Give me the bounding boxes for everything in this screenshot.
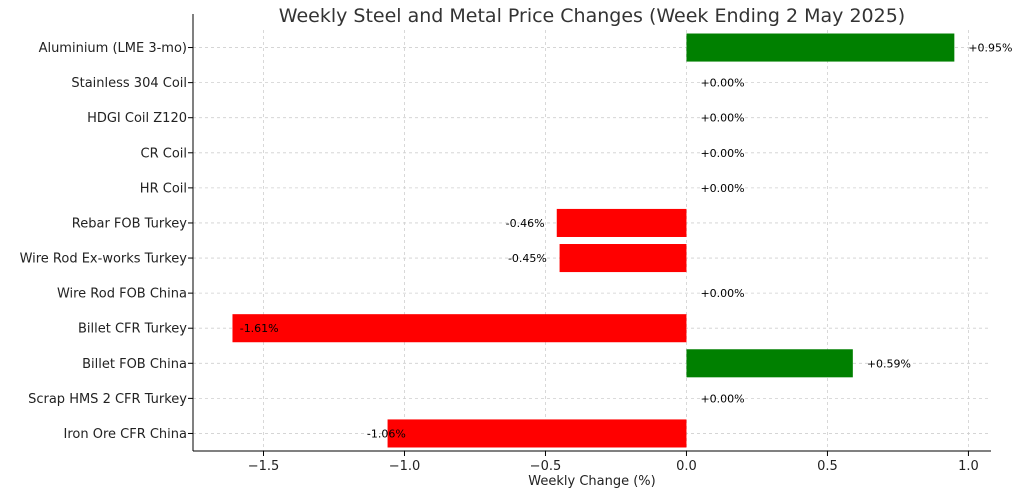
axes: −1.5 −1.0 −0.5 0.0 0.5 1.0	[188, 14, 991, 474]
data-label: -1.61%	[240, 322, 279, 335]
data-label: -0.46%	[506, 217, 545, 230]
data-label: +0.00%	[700, 182, 744, 195]
x-tick-label: −1.5	[248, 459, 280, 474]
category-label: Billet FOB China	[82, 357, 187, 372]
x-tick-label: 0.0	[676, 459, 697, 474]
labels: Aluminium (LME 3-mo) Stainless 304 Coil HD…	[20, 41, 1013, 442]
x-tick-label: 1.0	[958, 459, 979, 474]
data-label: +0.00%	[700, 147, 744, 160]
x-tick-label: −1.0	[389, 459, 421, 474]
data-label: +0.00%	[700, 112, 744, 125]
category-label: HDGI Coil Z120	[87, 111, 187, 126]
category-label: Wire Rod FOB China	[57, 287, 187, 302]
category-label: Rebar FOB Turkey	[72, 216, 188, 231]
category-label: HR Coil	[140, 181, 187, 196]
grid	[193, 30, 991, 451]
data-label: +0.00%	[700, 392, 744, 405]
bar	[232, 314, 687, 343]
category-label: CR Coil	[141, 146, 188, 161]
x-tick-label: 0.5	[817, 459, 838, 474]
bar	[686, 33, 955, 62]
data-label: +0.00%	[700, 287, 744, 300]
bar	[686, 349, 853, 378]
category-label: Stainless 304 Coil	[71, 76, 187, 91]
bars	[232, 33, 955, 448]
data-label: +0.00%	[700, 77, 744, 90]
x-axis-label: Weekly Change (%)	[528, 474, 655, 489]
data-label: -1.06%	[367, 427, 406, 440]
x-tick-label: −0.5	[530, 459, 562, 474]
category-label: Billet CFR Turkey	[78, 322, 187, 337]
data-label: +0.59%	[867, 357, 911, 370]
category-label: Wire Rod Ex-works Turkey	[20, 252, 188, 267]
data-label: -0.45%	[508, 252, 547, 265]
data-label: +0.95%	[968, 42, 1012, 55]
bar	[387, 419, 687, 448]
category-label: Aluminium (LME 3-mo)	[39, 41, 187, 56]
bar	[556, 208, 687, 237]
category-label: Iron Ore CFR China	[64, 427, 188, 442]
bar	[559, 244, 687, 273]
category-label: Scrap HMS 2 CFR Turkey	[28, 392, 187, 407]
chart-title: Weekly Steel and Metal Price Changes (We…	[279, 5, 905, 27]
